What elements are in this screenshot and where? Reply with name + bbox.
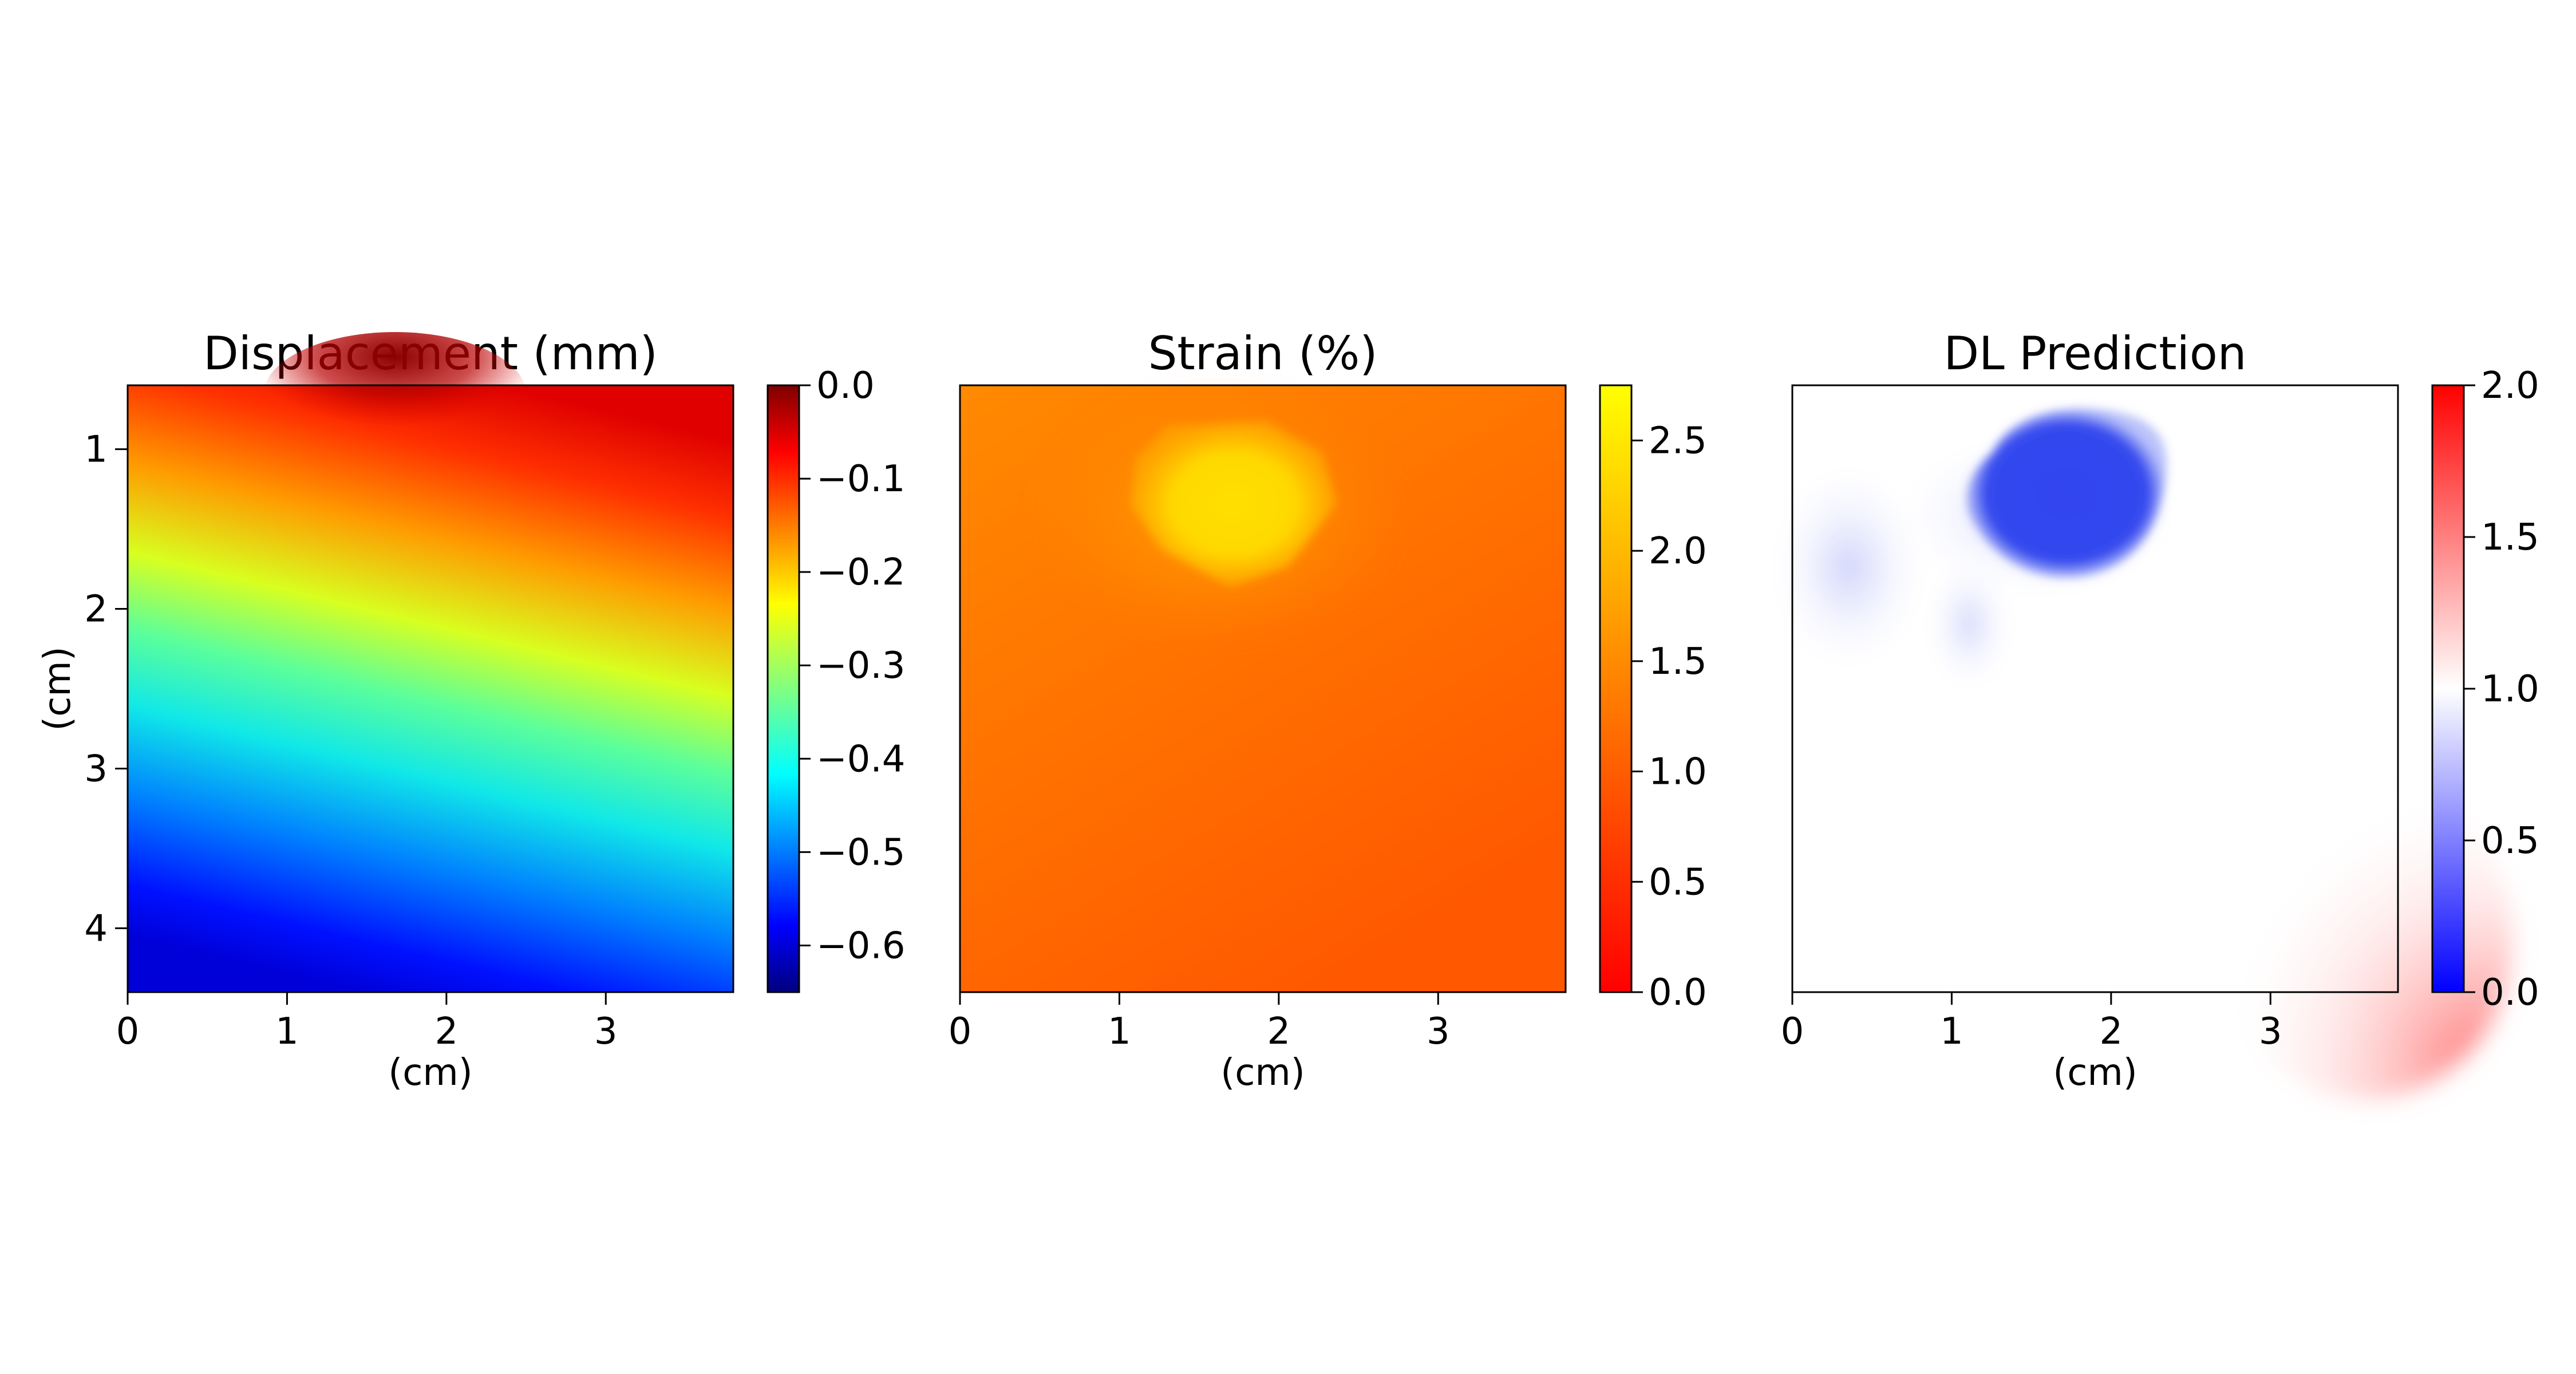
colorbar-tick-label: 2.0: [1649, 530, 1707, 572]
y-tick-label: 3: [84, 748, 108, 790]
panel-title: Strain (%): [1148, 327, 1378, 380]
colorbar-tick-label: 1.5: [1649, 641, 1707, 683]
y-axis: 1 2 3 4: [84, 429, 128, 950]
colorbar-gradient: [767, 384, 800, 993]
plot-frame: [959, 384, 1567, 993]
colorbar-tick-label: 1.0: [2481, 668, 2539, 710]
x-tick-label: 2: [1267, 1010, 1290, 1053]
y-tick-label: 2: [84, 589, 108, 631]
colorbar-tick-label: −0.3: [816, 645, 905, 687]
x-tick-label: 0: [1781, 1010, 1804, 1053]
x-axis-label: (cm): [2053, 1052, 2137, 1094]
colorbar-tick-label: 0.5: [1649, 861, 1707, 903]
plot-frame: [1791, 384, 2399, 993]
colorbar-tick-label: −0.1: [816, 458, 905, 500]
x-axis-label: (cm): [1220, 1052, 1305, 1094]
colorbar: 0.0 0.5 1.0 1.5 2.0 2.5: [1599, 384, 1707, 1014]
heatmap-peak: [263, 332, 527, 458]
x-axis-label: (cm): [388, 1052, 472, 1094]
x-tick-label: 0: [949, 1010, 972, 1053]
colorbar: 0.0 0.5 1.0 1.5 2.0: [2431, 365, 2539, 1014]
colorbar-tick-label: 2.5: [1649, 420, 1707, 462]
colorbar-tick-label: 1.5: [2481, 516, 2539, 559]
colorbar-tick-label: −0.5: [816, 831, 905, 874]
x-tick-label: 2: [2099, 1010, 2123, 1053]
colorbar-gradient: [2431, 384, 2465, 993]
heatmap-image: [128, 385, 733, 992]
x-tick-label: 3: [594, 1010, 618, 1053]
x-tick-label: 3: [2259, 1010, 2282, 1053]
heatmap-faint-left: [1769, 458, 1929, 676]
colorbar-gradient: [1599, 384, 1633, 993]
y-tick-label: 1: [84, 429, 108, 471]
colorbar-tick-label: 2.0: [2481, 365, 2539, 407]
panel-title: DL Prediction: [1943, 327, 2246, 380]
y-tick-label: 4: [84, 907, 108, 950]
x-tick-label: 1: [275, 1010, 299, 1053]
colorbar-tick-label: 1.0: [1649, 751, 1707, 793]
x-axis: 0 1 2 3: [1781, 992, 2282, 1053]
panel-strain: Strain (%) 0 1 2 3 (cm) 0.0 0.5 1.0 1.5 2.0 2.5: [949, 327, 1707, 1094]
x-tick-label: 1: [1940, 1010, 1963, 1053]
colorbar-tick-label: 0.0: [2481, 972, 2539, 1014]
panel-dl-prediction: DL Prediction 0 1 2 3 (cm) 0.0 0.5 1.0 1.5 2.0: [1769, 327, 2539, 1099]
colorbar-tick-label: −0.2: [816, 551, 905, 594]
x-axis: 0 1 2 3: [949, 992, 1450, 1053]
heatmap-hotspot: [1131, 421, 1337, 587]
x-tick-label: 1: [1108, 1010, 1131, 1053]
colorbar-tick-label: 0.0: [816, 365, 875, 407]
plot-frame: [127, 384, 734, 993]
colorbar: 0.0 −0.1 −0.2 −0.3 −0.4 −0.5 −0.6: [767, 365, 905, 993]
x-tick-label: 0: [116, 1010, 140, 1053]
colorbar-tick-label: 0.0: [1649, 972, 1707, 1014]
x-tick-label: 3: [1427, 1010, 1450, 1053]
x-axis: 0 1 2 3: [116, 992, 618, 1053]
x-tick-label: 2: [434, 1010, 458, 1053]
y-axis-label: (cm): [37, 646, 79, 731]
colorbar-tick-label: −0.6: [816, 925, 905, 967]
colorbar-tick-label: −0.4: [816, 738, 905, 780]
heatmap-inclusion: [1966, 408, 2167, 578]
colorbar-tick-label: 0.5: [2481, 820, 2539, 862]
